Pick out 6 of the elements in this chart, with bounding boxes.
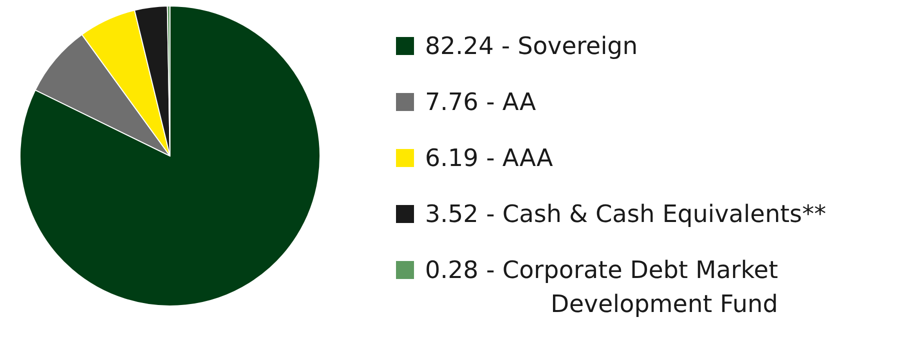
pie-slice: [20, 6, 320, 306]
legend-label: 6.19 - AAA: [425, 144, 554, 172]
legend-label: 0.28 - Corporate Debt Market Development Fund: [425, 256, 778, 318]
legend-label: 3.52 - Cash & Cash Equivalents**: [425, 200, 826, 228]
legend-label: 82.24 - Sovereign: [425, 32, 638, 60]
legend-label: 7.76 - AA: [425, 88, 536, 116]
